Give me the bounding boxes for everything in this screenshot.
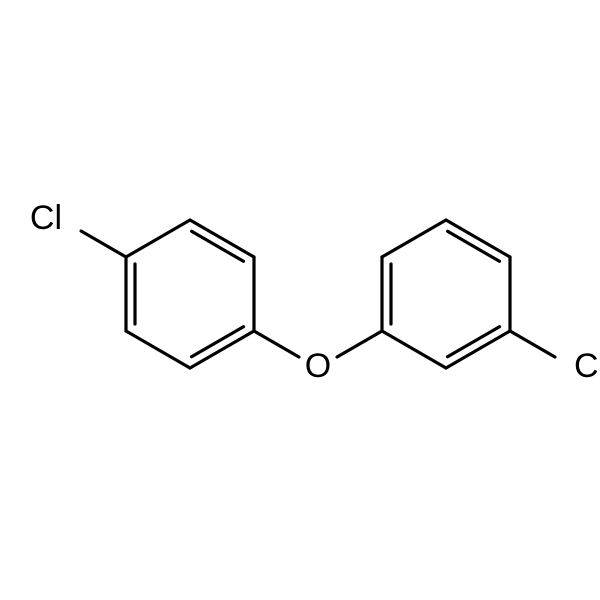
bond bbox=[126, 220, 190, 257]
bond bbox=[510, 331, 555, 357]
bond bbox=[81, 231, 126, 257]
atom-label-cl: Cl bbox=[574, 347, 600, 385]
bond bbox=[382, 220, 446, 257]
bond bbox=[446, 331, 510, 368]
atom-label-o: O bbox=[305, 347, 331, 385]
bond bbox=[190, 220, 254, 257]
bond bbox=[190, 331, 254, 368]
atom-label-cl: Cl bbox=[30, 199, 62, 237]
bond bbox=[337, 331, 382, 357]
bond bbox=[254, 331, 299, 357]
chemical-structure-diagram: Cl O Cl bbox=[0, 0, 600, 600]
bond bbox=[382, 331, 446, 368]
bond bbox=[126, 331, 190, 368]
bond bbox=[446, 220, 510, 257]
